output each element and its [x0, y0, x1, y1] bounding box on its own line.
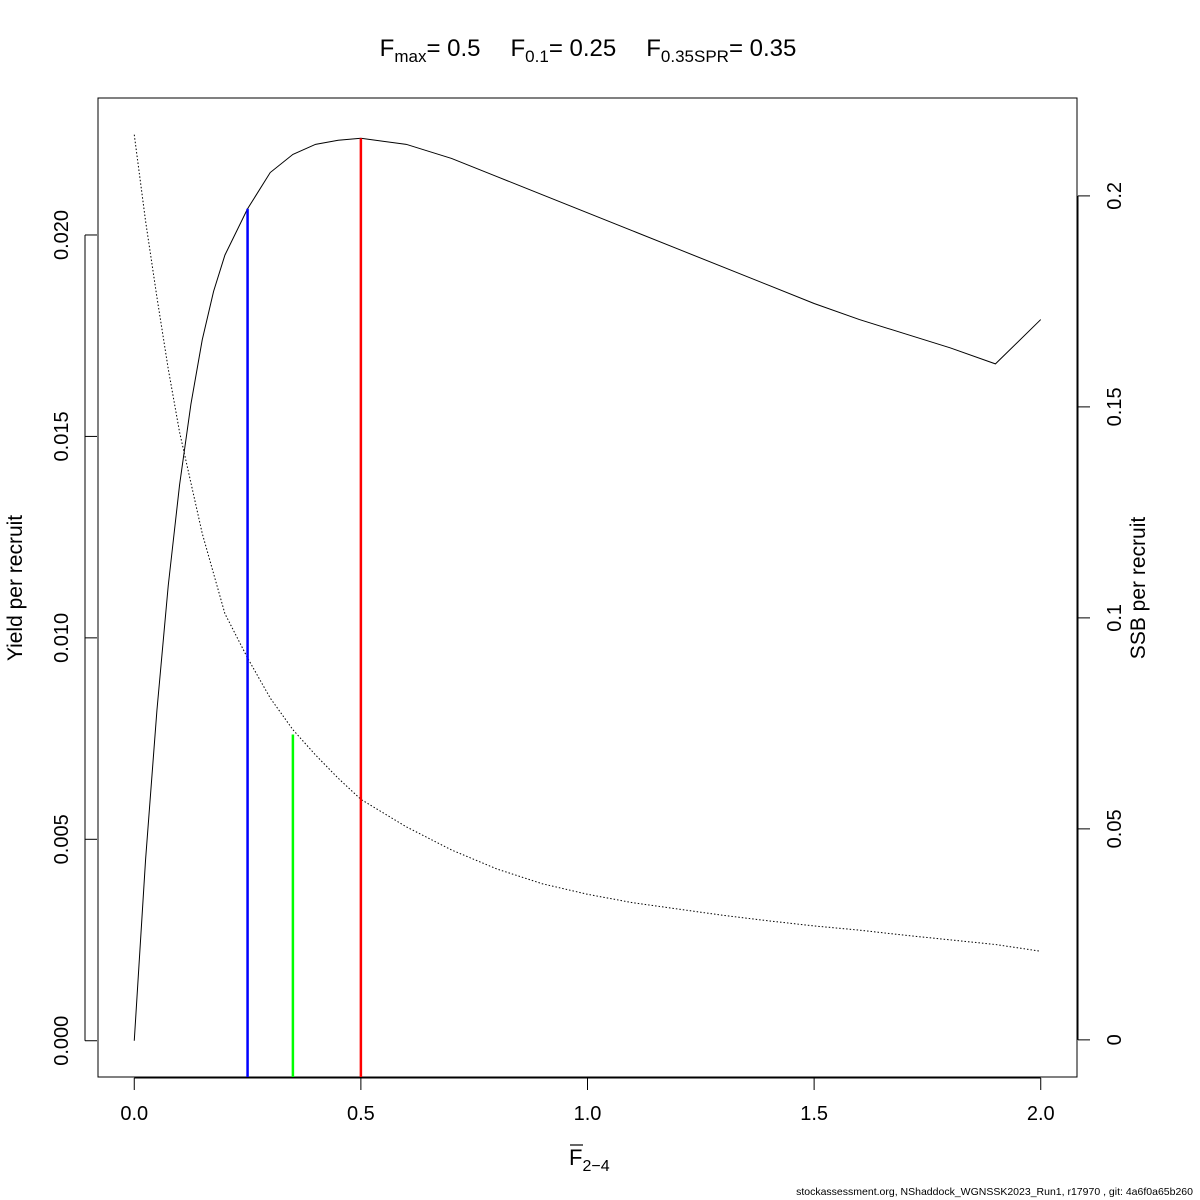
- y-tick-label: 0.010: [51, 613, 73, 663]
- series-layer: [133, 134, 1042, 1041]
- y-axis-title: Yield per recruit: [4, 515, 27, 661]
- chart-title: Fmax= 0.5 F0.1= 0.25 F0.35SPR= 0.35: [380, 35, 797, 66]
- plot-frame: [97, 97, 1078, 1078]
- reference-lines: [246, 138, 363, 1077]
- x-tick-label: 0.5: [347, 1103, 375, 1125]
- title-fmax-subscript: max: [394, 47, 427, 66]
- footer-text: stockassessment.org, NShaddock_WGNSSK202…: [796, 1186, 1193, 1198]
- x-tick-label: 2.0: [1027, 1103, 1055, 1125]
- y-axis-right: 0 0.05 0.1 0.15 0.2: [1077, 182, 1126, 1045]
- y-tick-label: 0.020: [51, 210, 73, 260]
- x-axis: 0.0 0.5 1.0 1.5 2.0: [120, 1077, 1055, 1125]
- title-fspr-value: = 0.35: [729, 35, 796, 62]
- x-axis-title-subscript: 2−4: [582, 1158, 609, 1175]
- x-tick-label: 1.5: [800, 1103, 828, 1125]
- y2-tick-label: 0.05: [1104, 809, 1126, 848]
- y-tick-label: 0.005: [51, 814, 73, 864]
- y2-tick-label: 0.2: [1104, 182, 1126, 210]
- x-tick-label: 1.0: [574, 1103, 602, 1125]
- title-f01-value: = 0.25: [549, 35, 616, 62]
- y-axis-left: 0.000 0.005 0.010 0.015 0.020: [51, 210, 97, 1066]
- y-tick-label: 0.000: [51, 1016, 73, 1066]
- y2-tick-label: 0.15: [1104, 387, 1126, 426]
- yield-per-recruit-curve: [133, 137, 1042, 1041]
- title-fmax-symbol: F: [380, 35, 395, 62]
- title-f01-symbol: F: [511, 35, 526, 62]
- x-axis-title-main: F: [569, 1145, 582, 1170]
- x-tick-label: 0.0: [120, 1103, 148, 1125]
- title-fspr-symbol: F: [646, 35, 661, 62]
- title-fmax-value: = 0.5: [426, 35, 480, 62]
- x-axis-title: F2−4: [569, 1145, 610, 1175]
- title-fspr-subscript: 0.35SPR: [661, 47, 729, 66]
- ssb-per-recruit-curve: [133, 134, 1041, 952]
- title-f01-subscript: 0.1: [525, 47, 549, 66]
- y2-axis-title: SSB per recruit: [1127, 517, 1150, 660]
- y2-tick-label: 0: [1104, 1034, 1126, 1045]
- y2-tick-label: 0.1: [1104, 604, 1126, 632]
- y-tick-label: 0.015: [51, 411, 73, 461]
